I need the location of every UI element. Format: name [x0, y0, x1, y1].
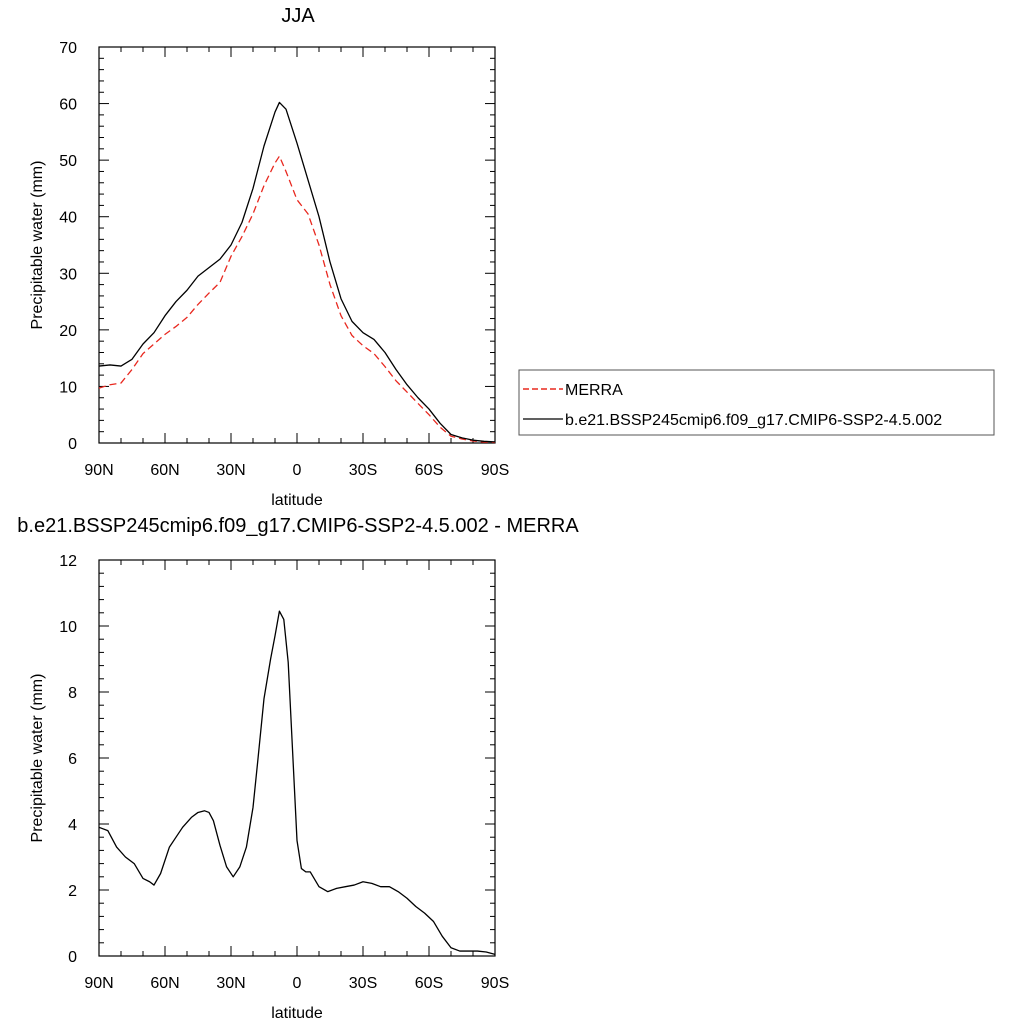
top-plot-frame — [98, 46, 496, 444]
bottom-panel: b.e21.BSSP245cmip6.f09_g17.CMIP6-SSP2-4.… — [17, 515, 579, 1022]
bottom-x-axis-label: latitude — [271, 1005, 323, 1022]
top-y-tick-label: 70 — [59, 40, 77, 57]
top-x-tick-label: 60N — [150, 462, 179, 479]
top-y-tick-label: 60 — [59, 97, 77, 114]
top-x-tick-label: 0 — [293, 462, 302, 479]
bottom-y-tick-label: 8 — [68, 685, 77, 702]
top-panel: JJA 90N 60N 30N 0 30S 60S 90S 0 10 20 30 40 50 60 70 l… — [29, 5, 509, 509]
top-y-tick-label: 40 — [59, 210, 77, 227]
bottom-tick-labels: 90N 60N 30N 0 30S 60S 90S 0 2 4 6 8 10 12 — [59, 553, 509, 992]
top-x-tick-label: 90N — [84, 462, 113, 479]
bottom-x-tick-label: 90S — [481, 975, 509, 992]
bottom-y-tick-label: 4 — [68, 817, 77, 834]
top-y-tick-label: 0 — [68, 436, 77, 453]
legend-label-merra: MERRA — [565, 382, 623, 399]
legend: MERRA b.e21.BSSP245cmip6.f09_g17.CMIP6-S… — [518, 369, 995, 436]
top-y-tick-label: 50 — [59, 153, 77, 170]
bottom-x-tick-label: 90N — [84, 975, 113, 992]
legend-label-model: b.e21.BSSP245cmip6.f09_g17.CMIP6-SSP2-4.… — [565, 412, 942, 429]
top-y-tick-label: 10 — [59, 379, 77, 396]
top-x-tick-label: 90S — [481, 462, 509, 479]
bottom-y-tick-label: 6 — [68, 751, 77, 768]
legend-box — [518, 369, 995, 436]
top-series-lines — [98, 101, 496, 444]
bottom-y-tick-label: 0 — [68, 949, 77, 966]
bottom-y-tick-label: 10 — [59, 619, 77, 636]
bottom-x-tick-label: 30N — [216, 975, 245, 992]
top-x-tick-label: 30S — [349, 462, 377, 479]
bottom-plot-frame — [98, 559, 496, 957]
bottom-y-tick-label: 12 — [59, 553, 77, 570]
bottom-x-tick-label: 60N — [150, 975, 179, 992]
bottom-x-tick-label: 30S — [349, 975, 377, 992]
top-tick-marks — [98, 46, 496, 444]
bottom-x-tick-label: 0 — [293, 975, 302, 992]
top-x-tick-label: 30N — [216, 462, 245, 479]
top-series-line-merra — [98, 155, 496, 444]
bottom-tick-marks — [98, 559, 496, 957]
top-x-tick-label: 60S — [415, 462, 443, 479]
bottom-y-tick-label: 2 — [68, 883, 77, 900]
top-series-line-model — [98, 101, 496, 443]
bottom-x-tick-label: 60S — [415, 975, 443, 992]
bottom-y-axis-label: Precipitable water (mm) — [29, 674, 46, 843]
bottom-series-line-difference — [98, 610, 496, 955]
bottom-chart-title: b.e21.BSSP245cmip6.f09_g17.CMIP6-SSP2-4.… — [17, 515, 579, 537]
top-tick-labels: 90N 60N 30N 0 30S 60S 90S 0 10 20 30 40 50 60 70 — [59, 40, 509, 479]
top-y-tick-label: 20 — [59, 323, 77, 340]
top-x-axis-label: latitude — [271, 492, 323, 509]
bottom-series-lines — [98, 610, 496, 955]
top-y-axis-label: Precipitable water (mm) — [29, 161, 46, 330]
top-y-tick-label: 30 — [59, 266, 77, 283]
top-chart-title: JJA — [281, 5, 315, 27]
